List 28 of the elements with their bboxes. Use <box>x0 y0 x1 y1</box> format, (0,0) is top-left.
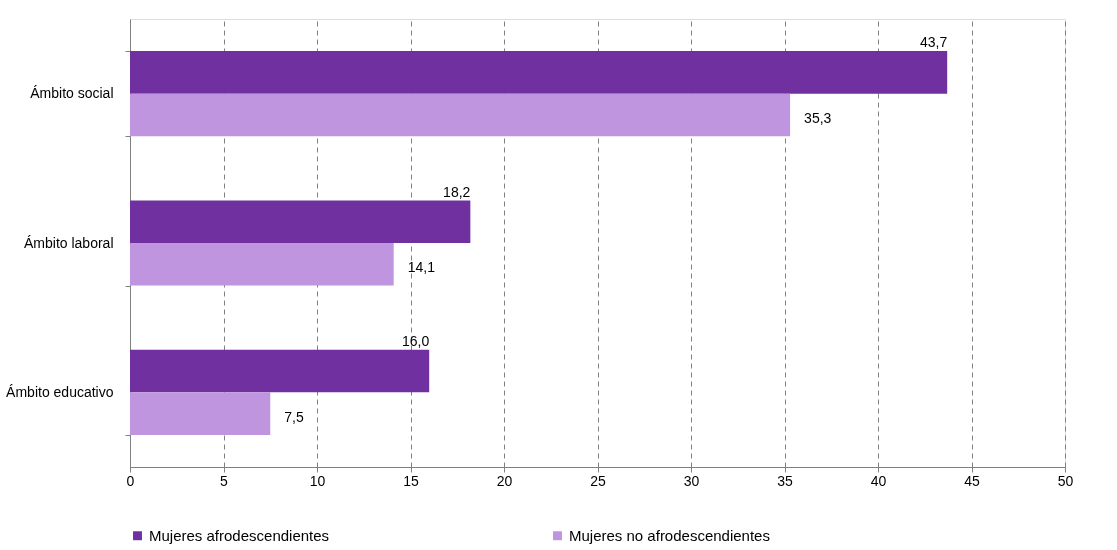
x-tick-label: 50 <box>1057 472 1074 489</box>
y-tick-label: Ámbito educativo <box>6 383 114 400</box>
bar <box>130 200 471 243</box>
x-tick-label: 35 <box>777 472 793 489</box>
x-tick-label: 20 <box>496 472 513 489</box>
bar <box>130 392 271 435</box>
x-tick-label: 30 <box>683 472 700 489</box>
x-tick-label: 25 <box>590 472 606 489</box>
x-tick-label: 5 <box>220 472 229 489</box>
y-tick-label: Ámbito laboral <box>24 234 114 251</box>
data-label: 16,0 <box>401 333 430 350</box>
x-tick-label: 40 <box>870 472 887 489</box>
data-label: 7,5 <box>284 408 304 425</box>
bar <box>130 51 948 94</box>
data-label: 18,2 <box>443 183 471 200</box>
x-tick-label: 15 <box>403 472 419 489</box>
x-tick-label: 10 <box>309 472 326 489</box>
data-label: 35,3 <box>804 109 832 126</box>
data-label: 43,7 <box>919 34 948 51</box>
bar <box>130 93 791 137</box>
x-tick-label: 0 <box>126 472 135 489</box>
legend-label: Mujeres afrodescendientes <box>149 526 330 544</box>
y-tick-label: Ámbito social <box>30 85 114 102</box>
x-tick-label: 45 <box>964 472 980 489</box>
bar <box>130 243 394 286</box>
legend-label: Mujeres no afrodescendientes <box>569 526 770 544</box>
bar <box>130 349 430 393</box>
data-label: 14,1 <box>407 259 436 276</box>
